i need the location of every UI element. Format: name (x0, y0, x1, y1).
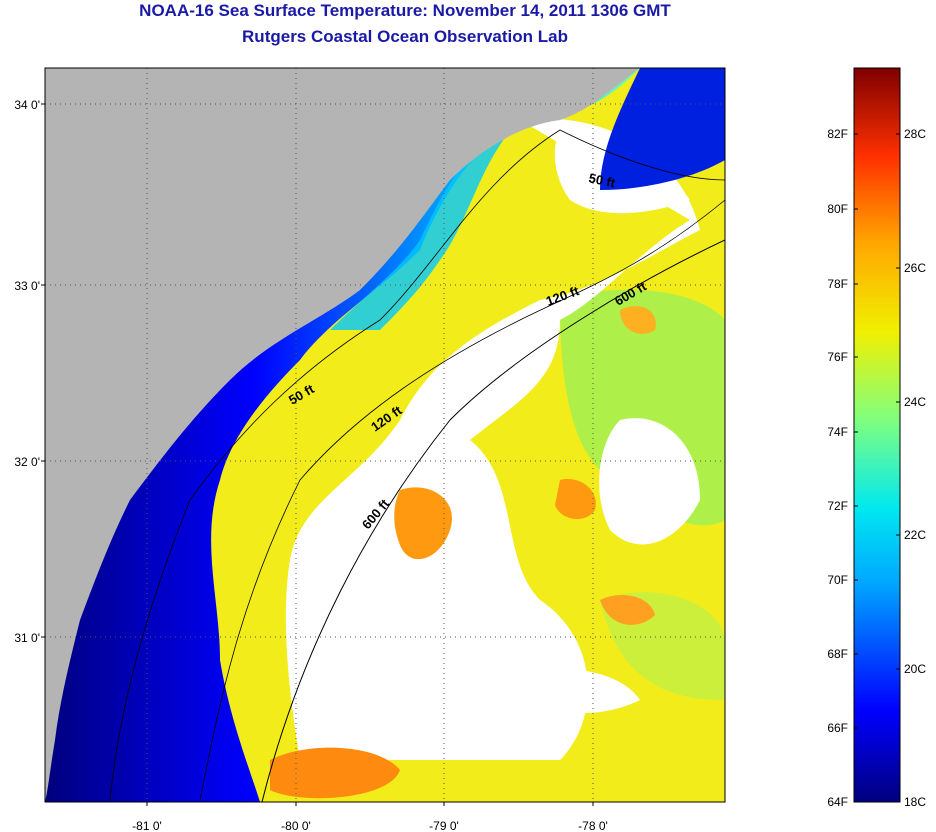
contour-600ft (261, 239, 725, 802)
colorbar-f-label: 70F (827, 573, 848, 587)
lon-label: -78 0' (578, 819, 608, 832)
sst-patch (270, 747, 400, 799)
colorbar (853, 67, 901, 803)
colorbar-c-label: 24C (904, 395, 926, 409)
sst-patch (330, 120, 520, 330)
cloud-mask (520, 669, 640, 714)
lat-label: 31 0' (14, 631, 40, 645)
sst-patch (600, 595, 655, 625)
colorbar-f-label: 76F (827, 350, 848, 364)
colorbar-f-label: 68F (827, 647, 848, 661)
colorbar-c-label: 22C (904, 528, 926, 542)
map-title: NOAA-16 Sea Surface Temperature: Novembe… (139, 1, 671, 20)
cloud-mask (285, 118, 700, 760)
colorbar-c-labels: 28C 26C 24C 22C 20C 18C (904, 127, 926, 809)
sst-patch (555, 479, 596, 520)
contour-120ft (199, 199, 725, 801)
map-frame (44, 67, 726, 803)
lat-label: 33 0' (14, 279, 40, 293)
lat-label: 34 0' (14, 98, 40, 112)
colorbar-f-label: 66F (827, 721, 848, 735)
contour-label: 50 ft (587, 170, 617, 190)
cool-offshore-water (600, 68, 725, 190)
colorbar-c-label: 26C (904, 261, 926, 275)
colorbar-c-label: 18C (904, 795, 926, 809)
colorbar-f-label: 82F (827, 127, 848, 141)
colorbar-f-label: 64F (827, 795, 848, 809)
lon-label: -80 0' (281, 819, 311, 832)
graticule (45, 68, 725, 802)
colorbar-c-label: 20C (904, 662, 926, 676)
contour-50ft (109, 129, 725, 801)
lat-label: 32 0' (14, 455, 40, 469)
colorbar-f-label: 72F (827, 499, 848, 513)
lon-label: -81 0' (132, 819, 162, 832)
colorbar-f-label: 78F (827, 277, 848, 291)
land (45, 68, 640, 802)
colorbar-ticks (854, 133, 900, 803)
map-ticks (41, 103, 594, 806)
colorbar-c-label: 28C (904, 127, 926, 141)
colorbar-f-label: 74F (827, 425, 848, 439)
map-subtitle: Rutgers Coastal Ocean Observation Lab (242, 27, 568, 46)
sst-patch (394, 487, 452, 560)
cloud-mask (599, 418, 700, 545)
lon-label: -79 0' (429, 819, 459, 832)
colorbar-f-label: 80F (827, 202, 848, 216)
map-area: 50 ft 50 ft 120 ft 120 ft 600 ft 600 ft (45, 68, 725, 802)
sst-patch (620, 306, 656, 334)
colorbar-f-labels: 82F 80F 78F 76F 74F 72F 70F 68F 66F 64F (827, 127, 848, 809)
